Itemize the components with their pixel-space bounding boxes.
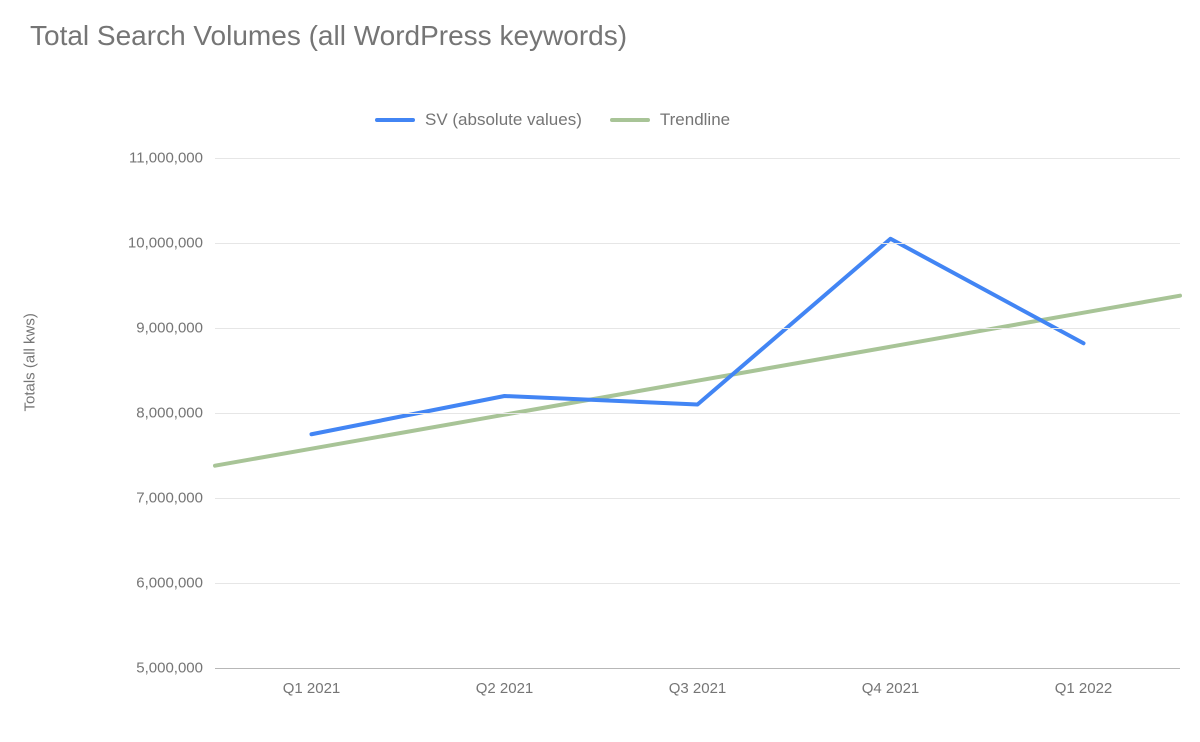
plot-area: 5,000,0006,000,0007,000,0008,000,0009,00…	[215, 158, 1180, 668]
x-tick-label: Q1 2021	[283, 680, 341, 697]
y-tick-label: 9,000,000	[63, 320, 203, 337]
legend: SV (absolute values) Trendline	[375, 110, 730, 130]
x-tick-label: Q2 2021	[476, 680, 534, 697]
gridline	[215, 328, 1180, 329]
chart-title: Total Search Volumes (all WordPress keyw…	[30, 20, 627, 52]
y-tick-label: 5,000,000	[63, 660, 203, 677]
legend-label-sv: SV (absolute values)	[425, 110, 582, 130]
legend-swatch-sv	[375, 118, 415, 122]
legend-label-trend: Trendline	[660, 110, 730, 130]
y-tick-label: 11,000,000	[63, 150, 203, 167]
legend-item-trend: Trendline	[610, 110, 730, 130]
y-tick-label: 6,000,000	[63, 575, 203, 592]
x-tick-label: Q3 2021	[669, 680, 727, 697]
series-trendline	[215, 296, 1180, 466]
legend-item-sv: SV (absolute values)	[375, 110, 582, 130]
gridline	[215, 583, 1180, 584]
chart-container: Total Search Volumes (all WordPress keyw…	[0, 0, 1200, 742]
gridline	[215, 158, 1180, 159]
series-sv-line	[312, 239, 1084, 435]
x-tick-label: Q4 2021	[862, 680, 920, 697]
gridline	[215, 668, 1180, 669]
gridline	[215, 498, 1180, 499]
y-tick-label: 7,000,000	[63, 490, 203, 507]
legend-swatch-trend	[610, 118, 650, 122]
y-tick-label: 10,000,000	[63, 235, 203, 252]
y-tick-label: 8,000,000	[63, 405, 203, 422]
gridline	[215, 243, 1180, 244]
x-tick-label: Q1 2022	[1055, 680, 1113, 697]
gridline	[215, 413, 1180, 414]
